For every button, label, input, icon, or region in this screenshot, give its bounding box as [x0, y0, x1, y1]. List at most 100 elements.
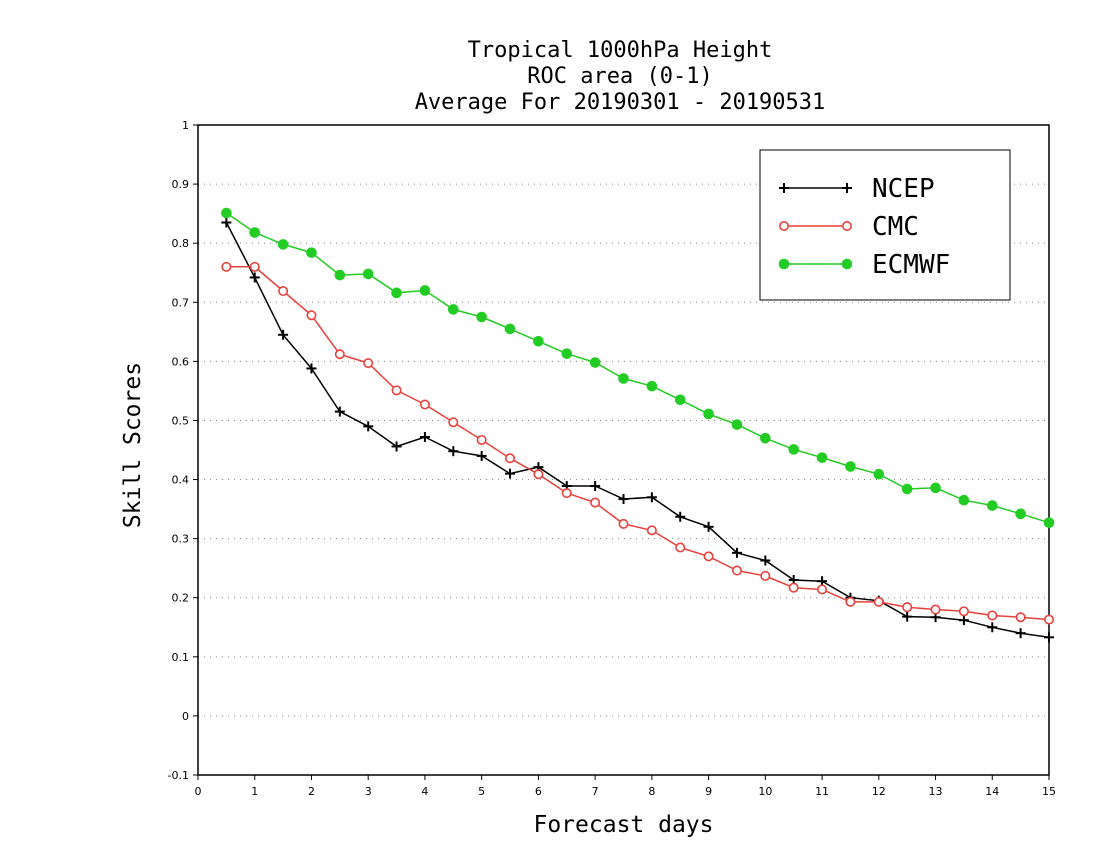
legend-label: NCEP	[872, 174, 935, 204]
data-point-cmc	[249, 261, 260, 272]
data-point-ecmwf	[760, 432, 771, 444]
data-point-ncep	[221, 217, 232, 228]
x-tick-label: 10	[758, 785, 772, 798]
data-point-cmc	[505, 453, 516, 464]
x-tick-label: 15	[1042, 785, 1056, 798]
data-point-ncep	[675, 511, 686, 522]
title-line: ROC area (0-1)	[527, 64, 712, 89]
data-point-ncep	[505, 468, 516, 479]
x-tick-label: 3	[365, 785, 372, 798]
legend-item-ecmwf: ECMWF	[778, 250, 950, 280]
data-point-ecmwf	[362, 268, 374, 280]
data-point-ncep	[590, 481, 601, 492]
data-point-ncep	[419, 432, 430, 442]
data-point-ncep	[278, 329, 289, 340]
data-point-ecmwf	[589, 357, 601, 368]
series-ecmwf	[221, 207, 1055, 528]
data-point-ecmwf	[306, 247, 317, 258]
data-point-ecmwf	[986, 500, 998, 511]
data-point-cmc	[334, 349, 345, 360]
x-tick-label: 2	[308, 785, 315, 798]
data-point-cmc	[788, 582, 799, 593]
legend-marker	[778, 258, 790, 270]
data-point-ecmwf	[533, 335, 544, 347]
data-point-cmc	[731, 565, 742, 576]
data-point-cmc	[817, 584, 828, 595]
data-point-ecmwf	[816, 452, 828, 463]
y-tick-label: 0.4	[172, 474, 190, 487]
title-line: Tropical 1000hPa Height	[468, 38, 773, 63]
legend-marker	[778, 221, 789, 232]
y-tick-label: 0.6	[172, 355, 190, 368]
legend-marker	[779, 183, 789, 193]
data-point-ecmwf	[476, 311, 487, 323]
legend-marker	[841, 258, 853, 270]
data-point-ecmwf	[1043, 517, 1055, 528]
plot-frame	[197, 124, 1050, 776]
title-line: Average For 20190301 - 20190531	[415, 90, 826, 115]
data-point-cmc	[1015, 612, 1026, 623]
y-tick-label: 1	[182, 119, 189, 132]
x-tick-label: 6	[535, 785, 542, 798]
series-lines	[221, 207, 1055, 643]
y-tick-label: 0.3	[172, 533, 190, 546]
x-tick-label: 14	[985, 785, 999, 798]
data-point-ncep	[1015, 628, 1026, 639]
data-point-ncep	[249, 272, 260, 283]
x-tick-label: 8	[648, 785, 655, 798]
x-tick-label: 9	[705, 785, 712, 798]
series-ncep	[221, 217, 1054, 643]
data-point-ecmwf	[930, 482, 941, 494]
legend-label: ECMWF	[872, 250, 950, 280]
data-point-cmc	[845, 596, 856, 607]
data-point-ecmwf	[731, 419, 743, 430]
data-point-cmc	[476, 434, 487, 445]
data-point-cmc	[306, 310, 317, 321]
y-tick-label: 0.7	[172, 296, 190, 309]
data-point-ncep	[476, 450, 487, 461]
data-point-ecmwf	[901, 483, 913, 495]
y-tick-label: 0.9	[172, 178, 190, 191]
data-point-ecmwf	[1015, 508, 1026, 520]
legend-label: CMC	[872, 212, 919, 242]
data-point-ncep	[731, 547, 742, 558]
data-point-cmc	[703, 551, 714, 562]
x-tick-label: 7	[592, 785, 599, 798]
data-point-ncep	[703, 521, 714, 532]
data-point-cmc	[590, 497, 601, 508]
data-point-ecmwf	[277, 239, 289, 250]
data-point-cmc	[221, 261, 232, 272]
data-point-ecmwf	[873, 468, 885, 480]
data-point-ncep	[334, 406, 345, 417]
data-point-ecmwf	[703, 408, 714, 420]
y-tick-label: 0	[182, 710, 189, 723]
data-point-ecmwf	[504, 323, 516, 335]
y-tick-label: -0.1	[168, 769, 189, 782]
data-point-ncep	[987, 622, 998, 633]
x-axis-title: Forecast days	[533, 812, 713, 838]
data-point-ecmwf	[419, 285, 431, 296]
x-tick-label: 11	[815, 785, 829, 798]
data-point-cmc	[958, 606, 969, 617]
data-point-cmc	[391, 385, 402, 396]
legend-item-ncep: NCEP	[779, 174, 935, 204]
data-point-ecmwf	[221, 207, 232, 219]
data-point-cmc	[1044, 614, 1055, 625]
x-tick-label: 5	[478, 785, 485, 798]
y-tick-label: 0.5	[172, 414, 190, 427]
data-point-cmc	[902, 602, 913, 613]
data-point-ncep	[646, 492, 657, 503]
data-point-cmc	[419, 399, 430, 410]
data-point-ecmwf	[845, 461, 856, 472]
series-cmc	[221, 261, 1055, 625]
data-point-ecmwf	[958, 494, 970, 506]
data-point-cmc	[675, 542, 686, 553]
data-point-ecmwf	[618, 373, 629, 384]
data-point-ncep	[760, 555, 771, 566]
data-point-ecmwf	[334, 269, 346, 281]
legend-marker	[841, 221, 852, 232]
x-tick-label: 1	[251, 785, 258, 798]
data-point-ecmwf	[788, 444, 800, 455]
data-point-cmc	[873, 596, 884, 607]
data-point-cmc	[278, 286, 289, 297]
